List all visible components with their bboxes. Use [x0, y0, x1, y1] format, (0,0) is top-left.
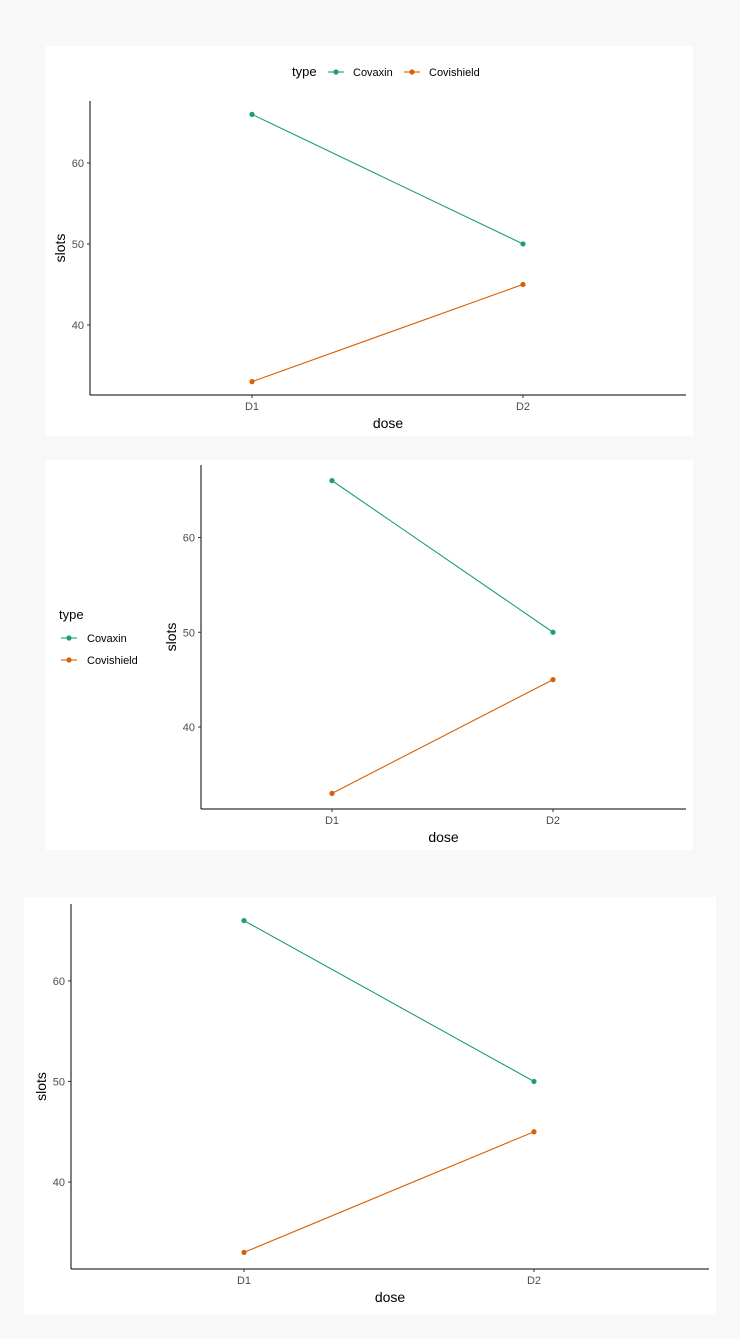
x-tick-label: D2: [527, 1275, 541, 1287]
y-tick-label: 60: [183, 532, 195, 544]
series-line-covishield: [331, 679, 554, 794]
x-axis-title: dose: [375, 1289, 406, 1305]
legend-key-point: [66, 657, 72, 663]
data-point-covishield: [531, 1129, 537, 1135]
x-tick-label: D1: [245, 401, 259, 413]
y-tick-label: 50: [183, 627, 195, 639]
data-point-covishield: [249, 379, 255, 385]
x-tick-label: D1: [237, 1275, 251, 1287]
line-chart-1: 40 50 60 D1 D2 dose slots type Covaxin Covishield: [52, 64, 686, 431]
y-tick-label: 40: [72, 320, 84, 332]
legend-label: Covaxin: [87, 633, 127, 645]
data-point-covishield: [329, 790, 335, 796]
legend-label: Covishield: [87, 655, 138, 667]
chart-panel-no-legend: 40 50 60 D1 D2 dose slots: [24, 897, 716, 1315]
series-line-covishield: [243, 1131, 535, 1253]
x-tick-label: D2: [516, 401, 530, 413]
y-tick-label: 60: [72, 158, 84, 170]
y-tick-label: 40: [53, 1177, 65, 1189]
line-chart-3: 40 50 60 D1 D2 dose slots: [33, 904, 709, 1305]
legend-title: type: [292, 64, 317, 79]
y-tick-label: 40: [183, 722, 195, 734]
chart-panel-left-legend: 40 50 60 D1 D2 dose slots type Covaxin Covishield: [46, 460, 693, 850]
data-point-covishield: [550, 677, 556, 683]
data-point-covaxin: [531, 1078, 537, 1085]
legend-label: Covaxin: [353, 67, 393, 79]
x-tick-label: D1: [325, 815, 339, 827]
legend: type Covaxin Covishield: [292, 64, 480, 79]
series-line-covaxin: [251, 113, 524, 245]
y-axis-title: slots: [163, 623, 179, 652]
legend-key-point: [333, 69, 339, 75]
data-point-covaxin: [550, 629, 556, 635]
series-line-covishield: [251, 283, 524, 383]
data-point-covaxin: [241, 917, 247, 924]
x-tick-label: D2: [546, 815, 560, 827]
y-axis-title: slots: [33, 1072, 49, 1101]
data-point-covishield: [241, 1249, 247, 1256]
legend-key-point: [66, 635, 72, 641]
legend-key-point: [409, 69, 415, 75]
data-point-covaxin: [249, 111, 255, 117]
legend-title: type: [59, 607, 84, 622]
series-line-covaxin: [243, 920, 535, 1082]
y-tick-label: 60: [53, 976, 65, 988]
legend-label: Covishield: [429, 67, 480, 79]
x-axis-title: dose: [428, 829, 459, 845]
y-tick-label: 50: [72, 239, 84, 251]
data-point-covishield: [520, 281, 526, 288]
series-line-covaxin: [331, 480, 554, 633]
data-point-covaxin: [520, 241, 526, 247]
y-tick-label: 50: [53, 1076, 65, 1088]
x-axis-title: dose: [373, 415, 404, 431]
data-point-covaxin: [329, 478, 335, 484]
chart-panel-top-legend: 40 50 60 D1 D2 dose slots type Covaxin Covishield: [46, 46, 693, 436]
y-axis-title: slots: [52, 234, 68, 263]
